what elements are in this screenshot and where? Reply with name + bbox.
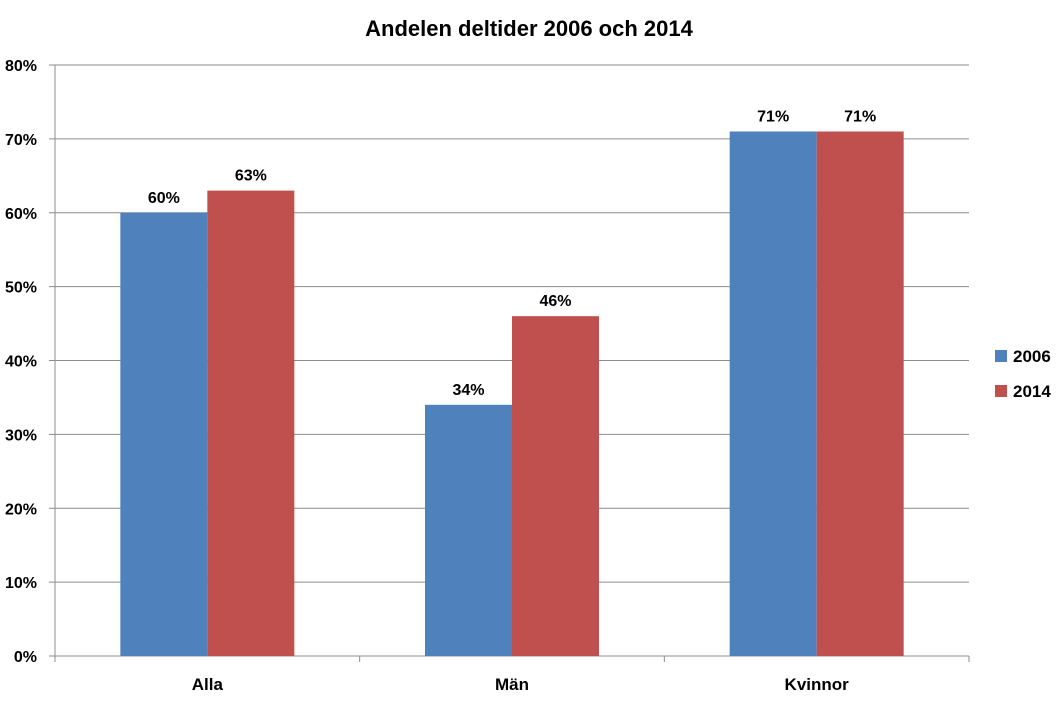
data-labels: 60% 63% 34% 46% 71% 71% [148, 108, 876, 398]
legend-label: 2006 [1013, 347, 1051, 366]
y-tick-label: 70% [5, 132, 37, 149]
data-label: 34% [452, 382, 484, 399]
y-tick-label: 30% [5, 427, 37, 444]
bar-2006-0 [120, 212, 208, 656]
y-tick-label: 40% [5, 354, 37, 371]
bars [120, 131, 904, 657]
data-label: 71% [844, 108, 876, 125]
bar-2006-2 [729, 131, 817, 657]
x-axis-category-labels: Alla Män Kvinnor [192, 675, 849, 694]
bar-2014-0 [207, 190, 295, 656]
x-category-label: Kvinnor [785, 675, 850, 694]
bar-2014-2 [816, 131, 904, 657]
bar-2006-1 [425, 404, 512, 656]
bar-2014-1 [512, 316, 599, 656]
y-tick-label: 50% [5, 280, 37, 297]
y-tick-label: 0% [14, 649, 37, 666]
data-label: 46% [539, 293, 571, 310]
x-category-label: Män [495, 675, 529, 694]
x-category-label: Alla [192, 675, 224, 694]
data-label: 60% [148, 190, 180, 207]
y-tick-label: 80% [5, 58, 37, 75]
chart-title: Andelen deltider 2006 och 2014 [365, 16, 693, 41]
data-label: 63% [235, 168, 267, 185]
y-tick-label: 10% [5, 575, 37, 592]
legend-swatch-2014 [995, 385, 1007, 397]
y-tick-label: 60% [5, 206, 37, 223]
legend-swatch-2006 [995, 350, 1007, 362]
legend-label: 2014 [1013, 382, 1051, 401]
legend: 2006 2014 [995, 347, 1051, 401]
y-axis-tick-labels: 0% 10% 20% 30% 40% 50% 60% 70% 80% [5, 58, 37, 666]
data-label: 71% [757, 108, 789, 125]
y-tick-label: 20% [5, 501, 37, 518]
